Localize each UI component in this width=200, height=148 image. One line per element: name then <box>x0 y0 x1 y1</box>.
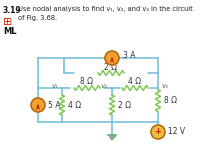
Text: Use nodal analysis to find v₁, v₂, and v₃ in the circuit: Use nodal analysis to find v₁, v₂, and v… <box>18 6 193 12</box>
Text: 3 A: 3 A <box>123 52 136 61</box>
Circle shape <box>31 98 45 112</box>
Text: v₂: v₂ <box>100 83 107 89</box>
Text: v₁: v₁ <box>51 83 58 89</box>
Text: 4 Ω: 4 Ω <box>128 78 142 86</box>
Text: 3.19: 3.19 <box>3 6 22 15</box>
Text: 2 Ω: 2 Ω <box>104 62 118 71</box>
Text: 12 V: 12 V <box>168 127 185 136</box>
Circle shape <box>151 125 165 139</box>
Text: 5 A: 5 A <box>48 100 60 110</box>
Text: ML: ML <box>3 27 16 36</box>
Text: 8 Ω: 8 Ω <box>80 78 94 86</box>
Text: 8 Ω: 8 Ω <box>164 96 177 105</box>
Text: ⊞: ⊞ <box>3 17 12 27</box>
Text: of Fig. 3.68.: of Fig. 3.68. <box>18 15 57 21</box>
Circle shape <box>105 51 119 65</box>
Text: v₃: v₃ <box>161 83 168 89</box>
Text: +: + <box>154 127 162 136</box>
Text: 4 Ω: 4 Ω <box>68 100 81 110</box>
Text: 2 Ω: 2 Ω <box>118 100 131 110</box>
